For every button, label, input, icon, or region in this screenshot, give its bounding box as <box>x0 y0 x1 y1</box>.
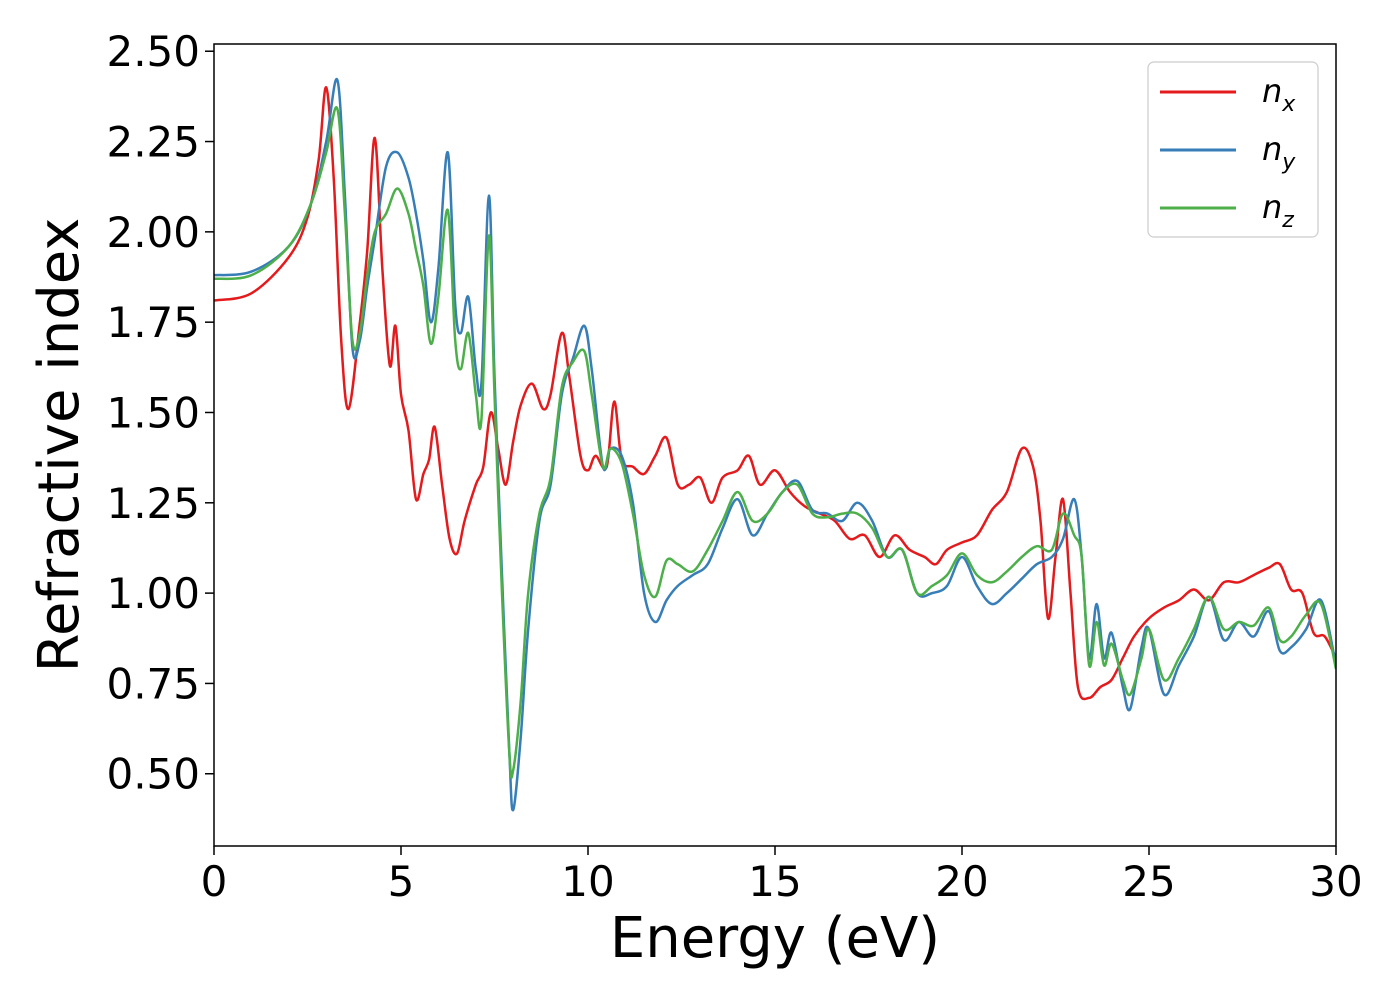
y-tick-label: 2.00 <box>106 208 200 257</box>
y-tick-label: 1.50 <box>106 388 200 437</box>
y-tick-label: 1.25 <box>106 479 200 528</box>
x-tick-label: 5 <box>388 857 415 906</box>
series-line-z <box>214 106 1336 779</box>
x-tick-label: 25 <box>1122 857 1175 906</box>
x-tick-label: 0 <box>201 857 228 906</box>
y-axis-ticks: 0.50 0.75 1.00 1.25 1.50 1.75 2.00 2.25 2.50 <box>106 27 214 799</box>
y-tick-label: 0.50 <box>106 750 200 799</box>
x-tick-label: 30 <box>1309 857 1362 906</box>
x-axis-ticks: 0 5 10 15 20 25 30 <box>201 846 1363 906</box>
x-tick-label: 20 <box>935 857 988 906</box>
x-axis-title: Energy (eV) <box>610 906 940 971</box>
legend-label-y: ny <box>1262 130 1296 175</box>
x-tick-label: 10 <box>561 857 614 906</box>
y-tick-label: 0.75 <box>106 659 200 708</box>
legend-label-x: nx <box>1262 72 1296 117</box>
legend-label-subscript: y <box>1281 150 1296 175</box>
y-tick-label: 2.50 <box>106 27 200 76</box>
y-tick-label: 1.75 <box>106 298 200 347</box>
x-tick-label: 15 <box>748 857 801 906</box>
legend-label-subscript: z <box>1281 208 1294 233</box>
y-tick-label: 1.00 <box>106 569 200 618</box>
legend-label-base: n <box>1262 130 1282 168</box>
legend-label-subscript: x <box>1281 92 1296 117</box>
y-tick-label: 2.25 <box>106 118 200 167</box>
legend-label-base: n <box>1262 72 1282 110</box>
series-line-x <box>214 86 1336 701</box>
plot-lines <box>214 77 1336 812</box>
legend-label-z: nz <box>1262 188 1294 233</box>
y-axis-title: Refractive index <box>27 218 92 673</box>
legend-label-base: n <box>1262 188 1282 226</box>
